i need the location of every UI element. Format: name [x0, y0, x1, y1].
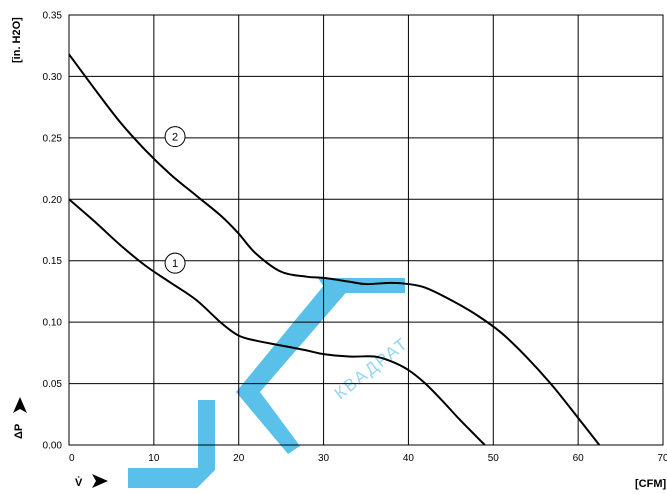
x-axis-label: [CFM]	[635, 478, 666, 490]
x-tick-label: 10	[148, 453, 160, 464]
y-tick-label: 0.15	[43, 256, 63, 267]
flow-symbol: V̇	[75, 476, 83, 489]
x-tick-label: 70	[657, 453, 667, 464]
pressure-arrow-icon	[13, 397, 27, 413]
series-label-1: 1	[172, 258, 178, 270]
x-tick-label: 0	[69, 453, 75, 464]
flow-arrow-icon	[92, 474, 108, 488]
pressure-symbol: ΔP	[13, 424, 25, 439]
watermark-logo	[128, 278, 405, 488]
y-tick-label: 0.05	[43, 379, 63, 390]
y-tick-labels: 0.00 0.05 0.10 0.15 0.20 0.25 0.30 0.35	[43, 11, 63, 452]
series-label-2: 2	[172, 132, 178, 144]
series-line-1	[68, 198, 486, 446]
y-tick-label: 0.00	[43, 441, 63, 452]
watermark-chevron	[236, 278, 350, 454]
y-tick-label: 0.10	[43, 318, 63, 329]
series-label-circle-2	[164, 126, 186, 148]
x-tick-label: 40	[403, 453, 415, 464]
series-line-2	[68, 53, 601, 446]
x-tick-labels: 0 10 20 30 40 50 60 70	[69, 453, 667, 464]
y-tick-label: 0.25	[43, 133, 63, 144]
y-axis-label: [in. H2O]	[11, 17, 23, 63]
y-tick-label: 0.20	[43, 195, 63, 206]
y-tick-label: 0.30	[43, 72, 63, 83]
series-group: 12	[68, 53, 601, 446]
x-tick-label: 20	[233, 453, 245, 464]
y-tick-label: 0.35	[43, 11, 63, 22]
watermark-bar-top	[318, 278, 405, 293]
x-tick-label: 50	[488, 453, 500, 464]
x-tick-label: 60	[573, 453, 585, 464]
plot-frame	[68, 14, 664, 446]
x-tick-label: 30	[318, 453, 330, 464]
watermark-bracket-left	[128, 400, 215, 488]
watermark-text: КВАДРАТ	[331, 334, 413, 404]
series-label-circle-1	[164, 252, 186, 274]
